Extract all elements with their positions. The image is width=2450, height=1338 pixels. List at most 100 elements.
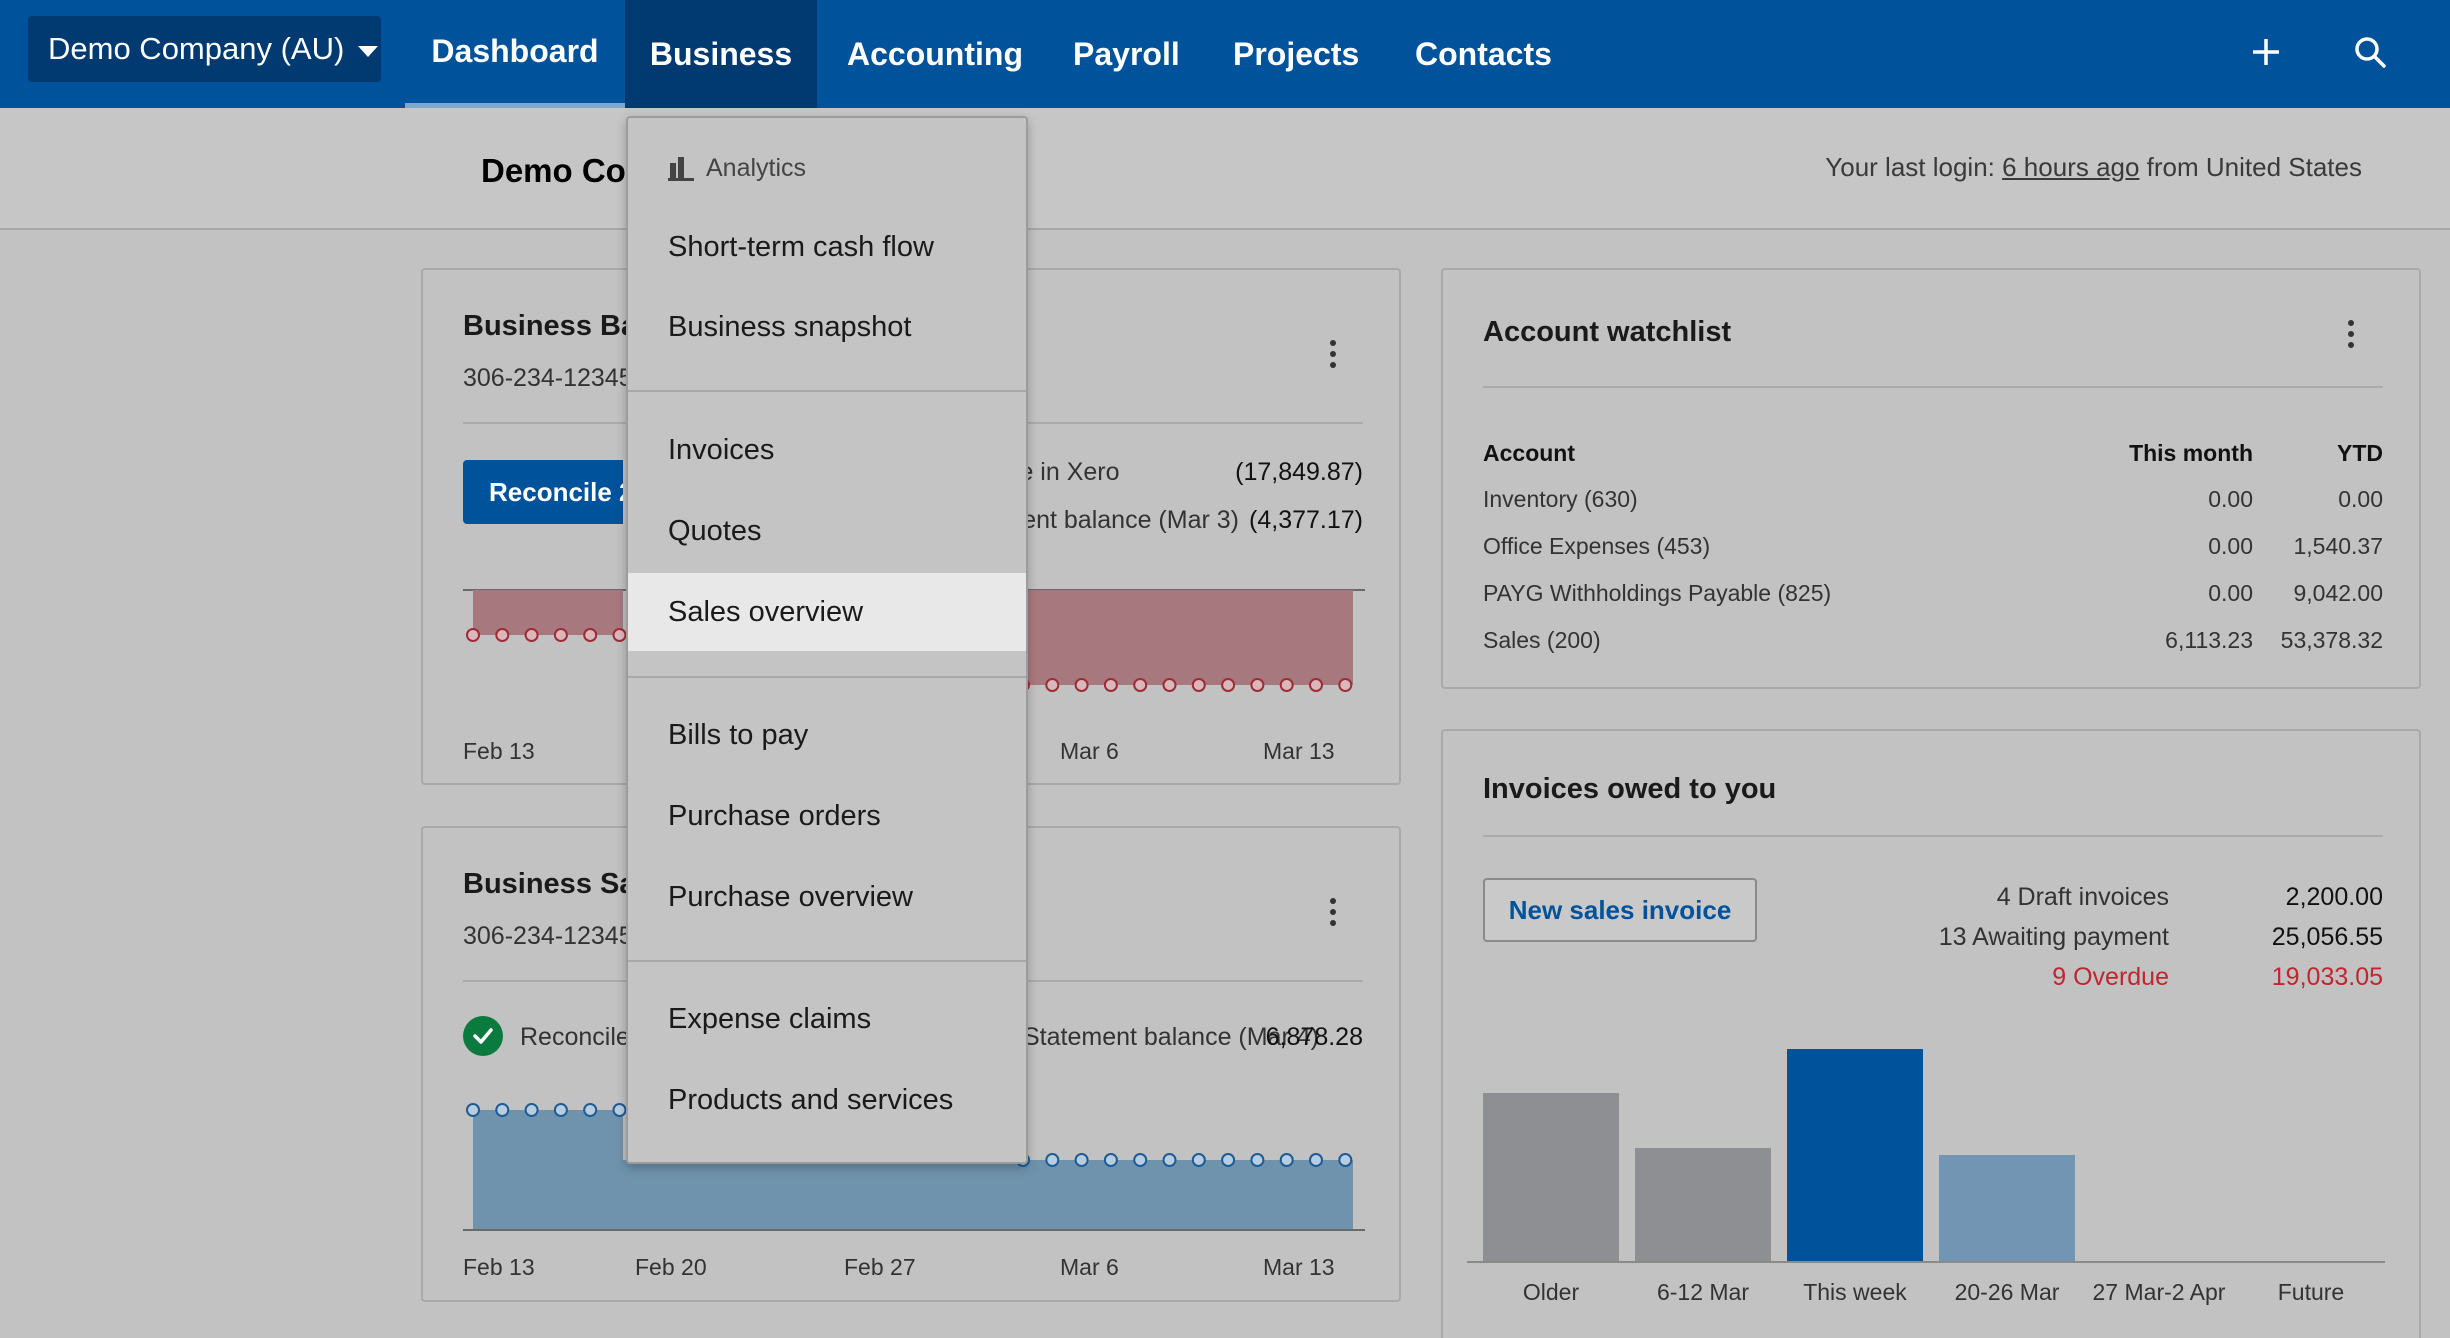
chart-point (1133, 1153, 1148, 1167)
menu-item-quotes[interactable]: Quotes (668, 514, 762, 547)
table-row[interactable]: Sales (200) 6,113.23 53,378.32 (1483, 617, 2383, 664)
x-axis-label: Mar 6 (1060, 1254, 1119, 1280)
chart-point (1162, 1153, 1177, 1167)
balance-in-xero-value: (17,849.87) (1235, 458, 1363, 486)
organisation-switcher[interactable]: Demo Company (AU) (28, 16, 381, 82)
awaiting-payment-value: 25,056.55 (2271, 923, 2383, 951)
account-name[interactable]: Office Expenses (453) (1483, 533, 1711, 559)
last-login-link[interactable]: 6 hours ago (2002, 152, 2140, 182)
chart-point (524, 1103, 539, 1117)
statement-balance-label: Statement balance (Mar 4) (1023, 1023, 1319, 1051)
draft-invoices-value: 2,200.00 (2285, 883, 2383, 911)
menu-item-purchase-overview[interactable]: Purchase overview (668, 880, 913, 913)
invoices-owed-card: Invoices owed to you New sales invoice 4… (1441, 729, 2421, 1338)
menu-item-bills-to-pay[interactable]: Bills to pay (668, 718, 809, 751)
menu-item-products-and-services[interactable]: Products and services (668, 1083, 954, 1116)
invoices-bar-chart (1467, 1031, 2385, 1263)
chart-point (1250, 1153, 1265, 1167)
chart-point (1279, 1153, 1294, 1167)
chart-point (583, 1103, 598, 1117)
menu-item-purchase-orders[interactable]: Purchase orders (668, 799, 881, 832)
plus-icon[interactable] (2236, 22, 2296, 82)
invoice-bar[interactable] (1787, 1049, 1923, 1261)
chart-point (1221, 1153, 1236, 1167)
x-axis-label: Feb 13 (463, 1254, 535, 1280)
chart-point (553, 1103, 568, 1117)
analytics-section-header: Analytics (668, 154, 806, 183)
invoice-bar[interactable] (1483, 1092, 1619, 1261)
chart-point (1221, 678, 1236, 692)
table-header-row: Account This month YTD (1483, 430, 2383, 476)
draft-invoices-label[interactable]: 4 Draft invoices (1996, 883, 2169, 911)
account-name[interactable]: Sales (200) (1483, 627, 1601, 653)
account-name[interactable]: Inventory (630) (1483, 486, 1638, 512)
check-icon (463, 1016, 503, 1056)
new-sales-invoice-button[interactable]: New sales invoice (1483, 878, 1757, 942)
column-header: YTD (2337, 439, 2383, 466)
table-row[interactable]: Inventory (630) 0.00 0.00 (1483, 476, 2383, 523)
bar-category-label: 20-26 Mar (1954, 1279, 2060, 1305)
chart-point (466, 1103, 480, 1117)
more-options-icon[interactable] (1323, 334, 1343, 374)
ytd-value: 53,378.32 (2280, 627, 2383, 653)
analytics-label: Analytics (706, 154, 807, 182)
chart-point (1338, 1153, 1353, 1167)
watchlist-title: Account watchlist (1483, 316, 1732, 348)
chart-point (495, 628, 510, 642)
reconcile-button[interactable]: Reconcile 2 (463, 460, 623, 524)
search-icon[interactable] (2340, 22, 2400, 82)
chart-point (1191, 1153, 1206, 1167)
invoices-title: Invoices owed to you (1483, 773, 1777, 805)
ytd-value: 9,042.00 (2293, 580, 2383, 606)
invoice-bar[interactable] (1939, 1154, 2075, 1261)
business-menu-dropdown: Analytics Short-term cash flow Business … (626, 116, 1028, 1164)
nav-accounting[interactable]: Accounting (847, 35, 1023, 72)
table-row[interactable]: Office Expenses (453) 0.00 1,540.37 (1483, 523, 2383, 570)
x-axis-label: Feb 13 (463, 738, 535, 764)
nav-dashboard[interactable]: Dashboard (405, 0, 625, 108)
nav-projects[interactable]: Projects (1233, 35, 1360, 72)
column-header: This month (2129, 439, 2253, 466)
chart-point (1191, 678, 1206, 692)
ytd-value: 1,540.37 (2293, 533, 2383, 559)
more-options-icon[interactable] (1323, 892, 1343, 932)
this-month-value: 0.00 (2208, 486, 2253, 512)
this-month-value: 0.00 (2208, 533, 2253, 559)
chart-point (1309, 678, 1323, 692)
more-options-icon[interactable] (2341, 314, 2361, 354)
menu-item-short-term-cash-flow[interactable]: Short-term cash flow (668, 230, 934, 263)
menu-item-expense-claims[interactable]: Expense claims (668, 1002, 872, 1035)
bar-category-label: 27 Mar-2 Apr (2092, 1279, 2226, 1305)
reconciled-status: Reconciled (520, 1023, 644, 1051)
this-month-value: 0.00 (2208, 580, 2253, 606)
account-name[interactable]: PAYG Withholdings Payable (825) (1483, 580, 1832, 606)
menu-divider (628, 960, 1026, 962)
table-row[interactable]: PAYG Withholdings Payable (825) 0.00 9,0… (1483, 570, 2383, 617)
bar-category-label: Future (2277, 1279, 2345, 1305)
nav-business[interactable]: Business (625, 0, 817, 108)
x-axis-label: Feb 27 (844, 1254, 916, 1280)
chart-point (1074, 1153, 1089, 1167)
organisation-header: Demo Company (AU) Your last login: 6 hou… (0, 108, 2450, 230)
menu-divider (628, 676, 1026, 678)
last-login-prefix: Your last login: (1825, 152, 2003, 182)
overdue-label[interactable]: 9 Overdue (2052, 963, 2169, 991)
watchlist-table: Account This month YTD Inventory (630) 0… (1483, 430, 2383, 664)
menu-item-invoices[interactable]: Invoices (668, 433, 775, 466)
statement-balance-value: (4,377.17) (1249, 506, 1363, 534)
awaiting-payment-label[interactable]: 13 Awaiting payment (1938, 923, 2169, 951)
nav-payroll[interactable]: Payroll (1073, 35, 1180, 72)
x-axis-label: Feb 20 (635, 1254, 707, 1280)
organisation-name: Demo Company (AU) (48, 31, 345, 66)
divider (1483, 835, 2383, 837)
chart-point (1338, 678, 1353, 692)
last-login-suffix: from United States (2139, 152, 2362, 182)
savings-account-card: Business Savings Account 306-234-1234567… (421, 826, 1401, 1302)
bar-category-label: This week (1803, 1279, 1907, 1305)
nav-contacts[interactable]: Contacts (1415, 35, 1552, 72)
this-month-value: 6,113.23 (2165, 627, 2253, 653)
chart-point (1309, 1153, 1323, 1167)
menu-item-business-snapshot[interactable]: Business snapshot (668, 310, 912, 343)
menu-item-sales-overview[interactable]: Sales overview (628, 573, 1026, 651)
invoice-bar[interactable] (1635, 1147, 1771, 1261)
